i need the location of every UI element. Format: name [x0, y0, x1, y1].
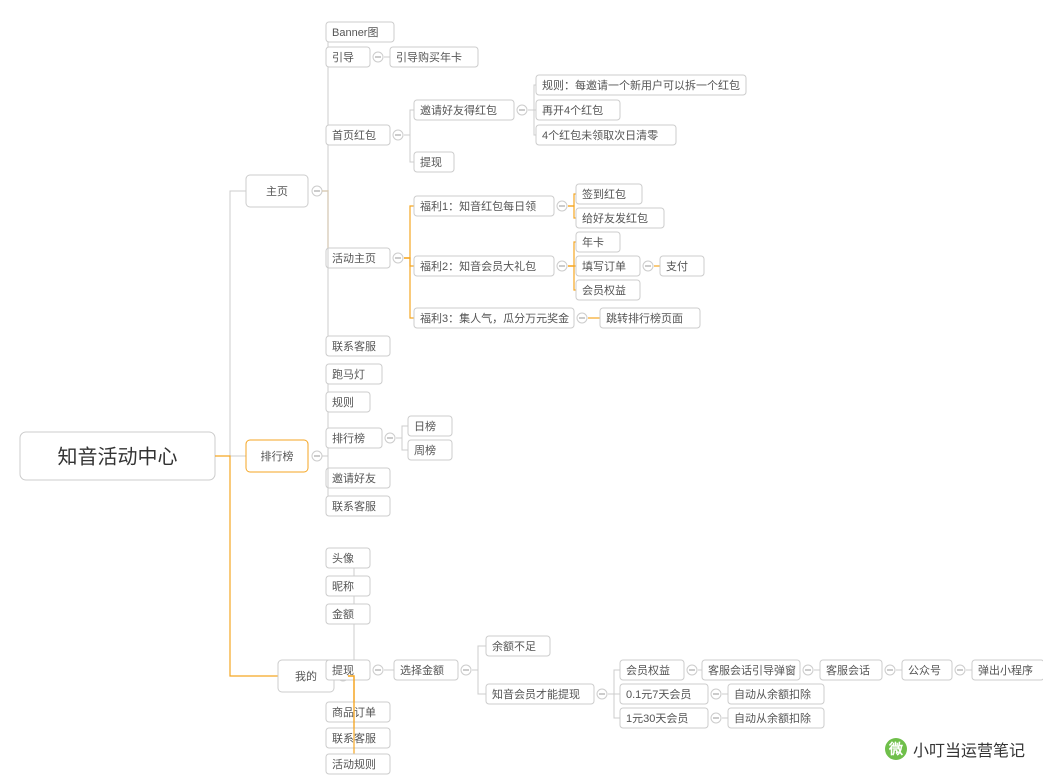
- branch-label-home: 主页: [266, 185, 288, 198]
- connector: [528, 110, 536, 135]
- connector: [396, 426, 408, 438]
- watermark-text: 小叮当运营笔记: [913, 737, 1025, 761]
- wechat-icon: 微: [885, 738, 907, 760]
- connector: [404, 135, 414, 162]
- connector: [396, 438, 408, 450]
- node-label-n_f1a: 签到红包: [582, 187, 626, 201]
- node-label-n_m_m2: 0.1元7天会员: [626, 688, 691, 701]
- node-label-n_f3: 福利3：集人气，瓜分万元奖金: [420, 311, 569, 325]
- node-label-n_f2a: 年卡: [582, 235, 604, 249]
- branch-label-mine: 我的: [295, 669, 317, 683]
- connector: [404, 258, 414, 266]
- node-label-n_m_bal: 余额不足: [492, 639, 536, 653]
- node-label-n_m_m2a: 自动从余额扣除: [734, 687, 811, 701]
- node-label-n_m_m3a: 自动从余额扣除: [734, 711, 811, 725]
- node-label-n_hb_r1: 规则：每邀请一个新用户可以拆一个红包: [542, 78, 740, 92]
- node-label-n_f2: 福利2：知音会员大礼包: [420, 259, 536, 273]
- node-label-n_r_week: 周榜: [414, 443, 436, 457]
- connector: [322, 57, 328, 191]
- node-label-n_m_m1: 会员权益: [626, 663, 670, 677]
- connector: [322, 191, 328, 346]
- connector: [568, 194, 576, 206]
- node-label-n_f2c: 会员权益: [582, 283, 626, 297]
- connector: [568, 266, 576, 290]
- node-label-n_m_m1c: 公众号: [908, 664, 941, 677]
- node-label-n_m_sel: 选择金额: [400, 663, 444, 677]
- node-label-n_m_m3: 1元30天会员: [626, 712, 688, 725]
- node-label-n_hb: 首页红包: [332, 128, 376, 142]
- connector: [215, 456, 278, 676]
- node-label-n_guide: 引导: [332, 50, 354, 64]
- node-label-n_m_m1d: 弹出小程序: [978, 663, 1033, 677]
- node-label-n_r_phb: 排行榜: [332, 431, 365, 445]
- node-label-n_f2b1: 支付: [666, 260, 688, 273]
- connector: [215, 191, 246, 456]
- node-label-n_act: 活动主页: [332, 252, 376, 265]
- node-label-n_r_inv: 邀请好友: [332, 471, 376, 485]
- node-label-n_m_m1b: 客服会话: [826, 663, 870, 677]
- connector: [404, 258, 414, 318]
- connector: [568, 242, 576, 266]
- connector: [608, 670, 620, 694]
- node-label-n_r_rule: 规则: [332, 395, 354, 409]
- node-label-n_kefu1: 联系客服: [332, 339, 376, 353]
- node-label-n_banner: Banner图: [332, 26, 378, 39]
- node-label-n_hb_invite: 邀请好友得红包: [420, 103, 497, 117]
- node-label-n_r_day: 日榜: [414, 419, 436, 433]
- node-label-n_hb_r3: 4个红包未领取次日清零: [542, 128, 658, 142]
- connector: [528, 85, 536, 110]
- node-label-n_m_nc: 昵称: [332, 579, 354, 593]
- node-label-n_f1b: 给好友发红包: [582, 211, 648, 225]
- connector: [472, 646, 486, 670]
- node-label-n_f2b: 填写订单: [582, 259, 626, 273]
- node-label-n_m_mem: 知音会员才能提现: [492, 687, 580, 701]
- node-label-n_m_je: 金额: [332, 607, 354, 621]
- connector: [568, 206, 576, 218]
- node-label-n_m_cash: 提现: [332, 664, 354, 677]
- connector: [404, 206, 414, 258]
- root-label: 知音活动中心: [58, 445, 178, 468]
- branch-label-rank: 排行榜: [261, 449, 294, 463]
- node-label-n_hb_cash: 提现: [420, 156, 442, 169]
- node-label-n_m_tx: 头像: [332, 552, 354, 565]
- node-label-n_r_pmd: 跑马灯: [332, 367, 365, 381]
- node-label-n_hb_r2: 再开4个红包: [542, 104, 603, 117]
- connector: [472, 670, 486, 694]
- node-label-n_f3a: 跳转排行榜页面: [606, 311, 683, 325]
- node-label-n_r_kefu: 联系客服: [332, 499, 376, 513]
- connector: [608, 694, 620, 718]
- node-label-n_m_m1a: 客服会话引导弹窗: [708, 663, 796, 677]
- node-label-n_guidebuy: 引导购买年卡: [396, 50, 462, 64]
- node-label-n_f1: 福利1：知音红包每日领: [420, 199, 536, 213]
- watermark: 微 小叮当运营笔记: [885, 737, 1025, 761]
- mindmap-canvas: 知音活动中心主页排行榜我的Banner图引导引导购买年卡首页红包邀请好友得红包规…: [0, 0, 1043, 779]
- node-label-n_m_gz: 活动规则: [332, 757, 376, 771]
- connector: [404, 110, 414, 135]
